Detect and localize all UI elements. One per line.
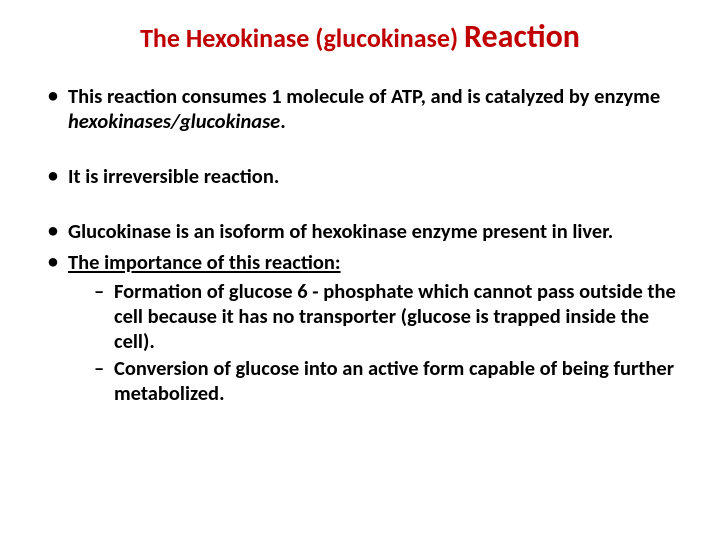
sub-bullet-1-text: Formation of glucose 6 - phosphate which… — [114, 278, 676, 354]
bullet-list: This reaction consumes 1 molecule of ATP… — [40, 84, 680, 406]
bullet-2-text: It is irreversible reaction. — [68, 163, 279, 189]
bullet-3-text: Glucokinase is an isoform of hexokinase … — [68, 218, 613, 244]
sub-bullet-2: Conversion of glucose into an active for… — [94, 356, 680, 406]
slide: The Hexokinase (glucokinase) Reaction Th… — [0, 0, 720, 540]
title-part-b: Reaction — [464, 17, 580, 56]
bullet-4: The importance of this reaction: Formati… — [40, 250, 680, 406]
bullet-1: This reaction consumes 1 molecule of ATP… — [40, 84, 680, 134]
title-part-a: The Hexokinase (glucokinase) — [140, 22, 464, 54]
bullet-1-italic: hexokinases/glucokinase — [68, 108, 280, 134]
bullet-4-label: The importance of this reaction: — [68, 249, 341, 275]
sub-bullet-list: Formation of glucose 6 - phosphate which… — [68, 279, 680, 406]
sub-bullet-1: Formation of glucose 6 - phosphate which… — [94, 279, 680, 354]
bullet-2: It is irreversible reaction. — [40, 164, 680, 189]
bullet-3: Glucokinase is an isoform of hexokinase … — [40, 219, 680, 244]
bullet-1-post: . — [280, 108, 285, 134]
slide-title: The Hexokinase (glucokinase) Reaction — [40, 18, 680, 56]
sub-bullet-2-text: Conversion of glucose into an active for… — [114, 355, 674, 406]
bullet-1-pre: This reaction consumes 1 molecule of ATP… — [68, 83, 660, 109]
